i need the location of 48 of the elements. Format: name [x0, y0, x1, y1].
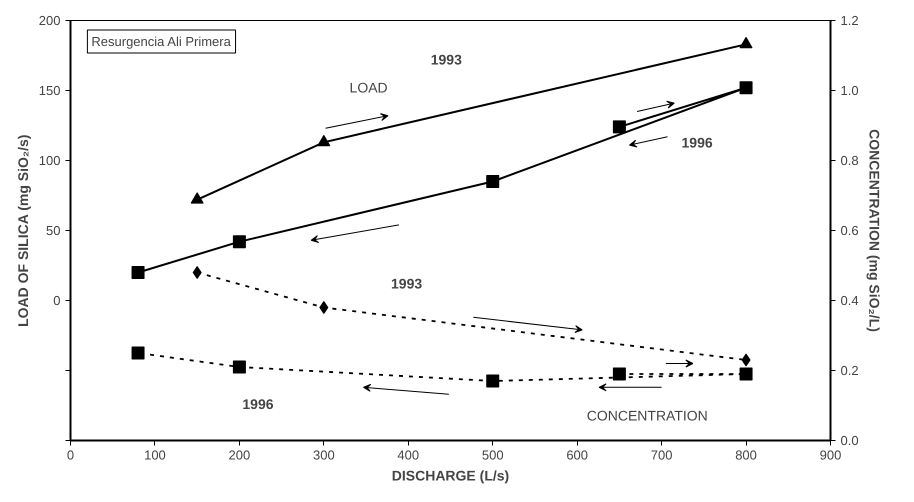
x-tick-label: 500: [482, 448, 504, 462]
point: [740, 81, 753, 94]
point: [192, 266, 202, 279]
point: [132, 346, 145, 360]
y2-tick-label: 0.4: [840, 293, 859, 308]
point: [232, 235, 246, 248]
x-tick-label: 800: [735, 448, 757, 462]
annotation: 1993: [391, 276, 422, 292]
y2-tick-label: 0.0: [840, 433, 859, 448]
point: [317, 134, 330, 146]
y-tick-label: 200: [38, 13, 61, 28]
y-tick-label: 0: [53, 293, 61, 308]
x-tick-label: 700: [650, 448, 672, 462]
annotation: Resurgencia Ali Primera: [91, 34, 232, 49]
x-tick-label: 100: [144, 448, 166, 462]
y2-tick-label: 1.2: [840, 13, 859, 28]
point: [742, 354, 751, 366]
x-tick-label: 900: [820, 448, 842, 462]
x-tick-label: 0: [66, 448, 74, 462]
y-tick-label: 100: [38, 153, 61, 168]
x-tick-label: 400: [397, 448, 420, 462]
point: [232, 360, 246, 374]
y-tick-label: 150: [38, 83, 61, 98]
y-axis-title: LOAD OF SILICA (mg SiO₂/s): [14, 134, 31, 327]
point: [486, 374, 500, 388]
y2-axis-title: CONCENTRATION (mg SiO₂/L): [866, 129, 883, 332]
annotation: CONCENTRATION: [586, 407, 708, 424]
annotation: 1993: [430, 52, 462, 68]
point: [319, 301, 328, 314]
annotation: 1996: [682, 134, 713, 150]
point: [612, 120, 626, 134]
point: [740, 368, 753, 380]
point: [486, 175, 500, 188]
y2-tick-label: 0.2: [840, 363, 859, 378]
x-tick-label: 600: [566, 448, 588, 462]
annotation: 1996: [242, 396, 274, 412]
point: [612, 368, 626, 380]
x-tick-label: 300: [312, 448, 335, 462]
y2-tick-label: 0.6: [840, 223, 859, 238]
y2-tick-label: 0.8: [840, 153, 859, 168]
annotation: LOAD: [350, 80, 388, 96]
point: [132, 266, 145, 279]
point: [190, 192, 204, 204]
x-tick-label: 200: [228, 448, 250, 462]
y2-tick-label: 1.0: [840, 83, 859, 98]
point: [740, 36, 753, 48]
y-tick-label: 50: [46, 223, 61, 238]
x-axis-title: DISCHARGE (L/s): [392, 468, 510, 484]
